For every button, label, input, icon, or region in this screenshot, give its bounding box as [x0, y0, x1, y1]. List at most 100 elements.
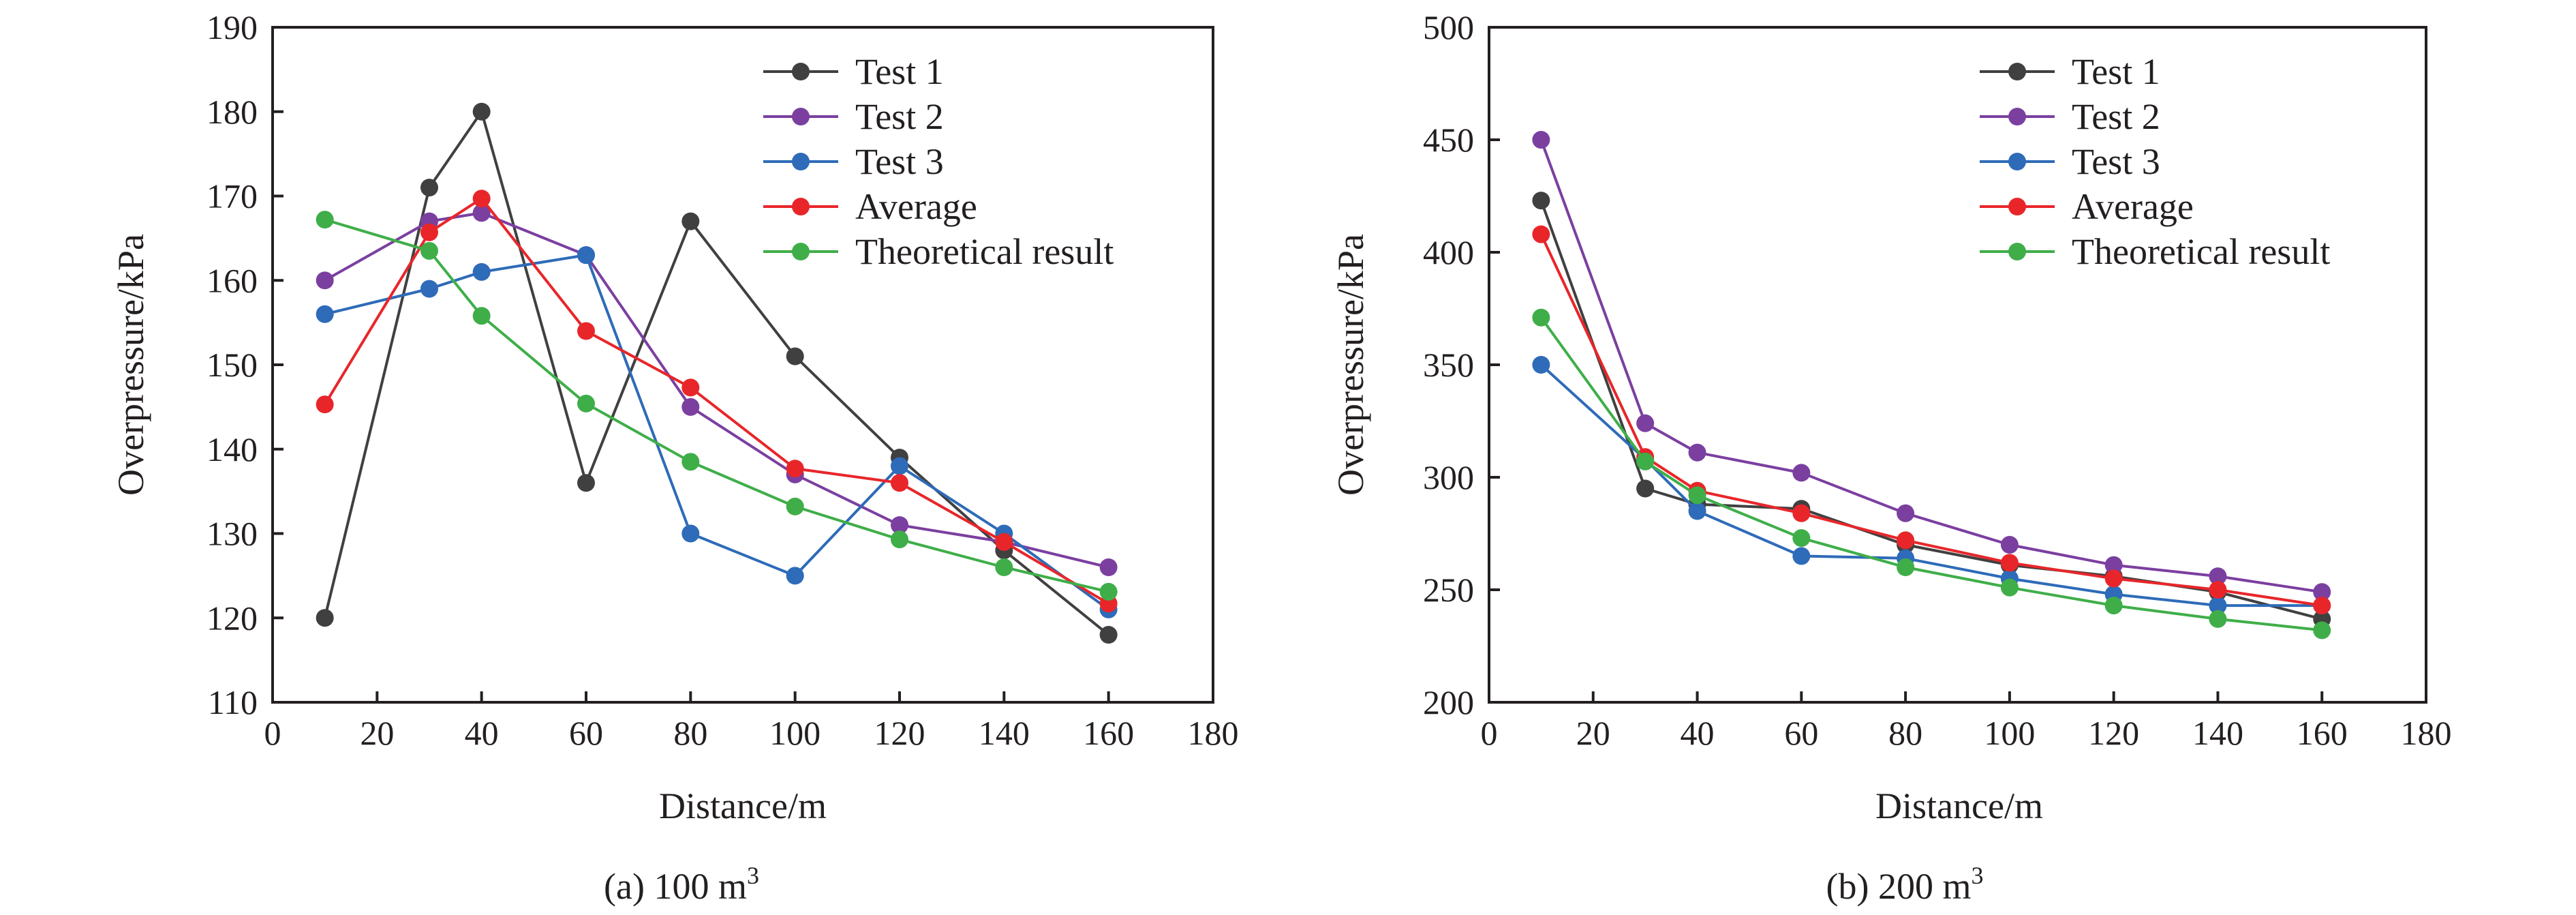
data-point	[681, 397, 700, 416]
x-axis-title: Distance/m	[1875, 785, 2043, 826]
legend-marker	[2008, 63, 2026, 80]
data-point	[2313, 583, 2331, 601]
data-point	[472, 262, 491, 281]
data-point	[1636, 479, 1655, 498]
series-average	[316, 190, 1118, 613]
legend-marker	[792, 63, 810, 80]
x-tick-label: 180	[2401, 714, 2452, 752]
y-tick-label: 160	[206, 261, 258, 299]
x-tick-label: 120	[2088, 714, 2139, 752]
legend-label: Theoretical result	[2072, 231, 2330, 272]
legend-label: Test 3	[855, 141, 944, 182]
data-point	[891, 474, 908, 492]
data-point	[2313, 597, 2331, 615]
legend-label: Theoretical result	[855, 231, 1114, 272]
data-point	[577, 322, 595, 340]
data-point	[1897, 531, 1915, 550]
y-axis-title: Overpressure/kPa	[110, 234, 151, 496]
chart-panel-0: 0 20 40 60 80 100 120 140 160 180 110 120 130 140 150 1…	[110, 8, 1239, 907]
legend-marker	[792, 198, 810, 215]
data-point	[1099, 582, 1118, 601]
y-tick-label: 450	[1423, 121, 1474, 159]
x-tick-label: 180	[1188, 714, 1239, 752]
data-point	[1532, 192, 1550, 210]
y-tick-label: 200	[1423, 683, 1474, 721]
data-point	[2104, 597, 2123, 615]
figure-caption: (b) 200 m3	[1826, 862, 1984, 907]
x-tick-label: 0	[1481, 714, 1498, 752]
data-point	[2209, 567, 2227, 586]
data-point	[420, 223, 438, 241]
legend-marker	[2008, 243, 2026, 260]
data-point	[472, 102, 491, 121]
data-point	[2104, 569, 2123, 588]
legend-label: Average	[2072, 186, 2194, 227]
series-line	[1540, 363, 2322, 608]
data-point	[472, 190, 491, 208]
y-axis-title: Overpressure/kPa	[1330, 234, 1371, 496]
x-tick-label: 40	[465, 714, 499, 752]
legend-marker	[792, 243, 810, 260]
data-point	[681, 524, 700, 543]
y-tick-label: 500	[1423, 8, 1474, 46]
data-point	[1099, 558, 1118, 576]
x-tick-label: 80	[673, 714, 707, 752]
y-tick-label: 130	[206, 515, 258, 553]
x-axis-title: Distance/m	[659, 785, 827, 826]
data-point	[1792, 464, 1811, 482]
data-point	[786, 460, 804, 478]
data-point	[316, 305, 334, 323]
y-tick-label: 120	[206, 599, 258, 637]
data-point	[577, 394, 595, 412]
data-point	[681, 212, 700, 230]
data-point	[1636, 414, 1655, 432]
data-point	[1532, 131, 1550, 149]
y-tick-label: 250	[1423, 571, 1474, 609]
x-tick-label: 60	[1784, 714, 1818, 752]
data-point	[681, 378, 700, 397]
data-point	[1636, 452, 1655, 470]
data-point	[891, 516, 908, 535]
data-point	[1792, 529, 1811, 548]
data-point	[472, 307, 491, 325]
data-point	[2104, 556, 2123, 574]
y-tick-label: 150	[206, 346, 258, 384]
legend-marker	[2008, 198, 2026, 215]
data-point	[420, 241, 438, 260]
x-tick-label: 80	[1888, 714, 1922, 752]
data-point	[472, 204, 491, 222]
x-tick-label: 100	[1984, 714, 2035, 752]
data-point	[316, 271, 334, 290]
x-tick-label: 0	[264, 714, 281, 752]
figure-caption: (a) 100 m3	[604, 862, 759, 907]
x-tick-label: 140	[979, 714, 1030, 752]
data-point	[1688, 502, 1706, 520]
data-point	[577, 474, 595, 492]
series-line	[1539, 139, 2322, 594]
legend-marker	[2008, 108, 2026, 125]
data-point	[995, 532, 1013, 551]
data-point	[2209, 581, 2227, 599]
chart-panel-1: 0 20 40 60 80 100 120 140 160 180 200 250 300 350 400 4…	[1330, 8, 2452, 907]
data-point	[2000, 536, 2019, 554]
x-tick-label: 60	[569, 714, 603, 752]
data-point	[2209, 597, 2227, 615]
series-theoretical-result	[316, 211, 1118, 601]
data-point	[1688, 443, 1706, 462]
y-tick-label: 170	[206, 177, 258, 215]
y-tick-label: 140	[206, 430, 258, 468]
y-tick-label: 300	[1423, 458, 1474, 496]
y-tick-label: 350	[1423, 346, 1474, 384]
data-point	[1532, 308, 1550, 327]
data-point	[786, 497, 804, 515]
series-test-2	[1532, 131, 2331, 601]
y-tick-label: 190	[206, 8, 258, 46]
data-point	[2209, 610, 2227, 628]
x-tick-label: 20	[360, 714, 394, 752]
legend-marker	[792, 153, 810, 170]
data-point	[786, 567, 804, 585]
caption-superscript: 3	[1971, 862, 1983, 889]
series-line	[323, 110, 1109, 636]
data-point	[891, 530, 908, 549]
data-point	[2313, 621, 2331, 640]
